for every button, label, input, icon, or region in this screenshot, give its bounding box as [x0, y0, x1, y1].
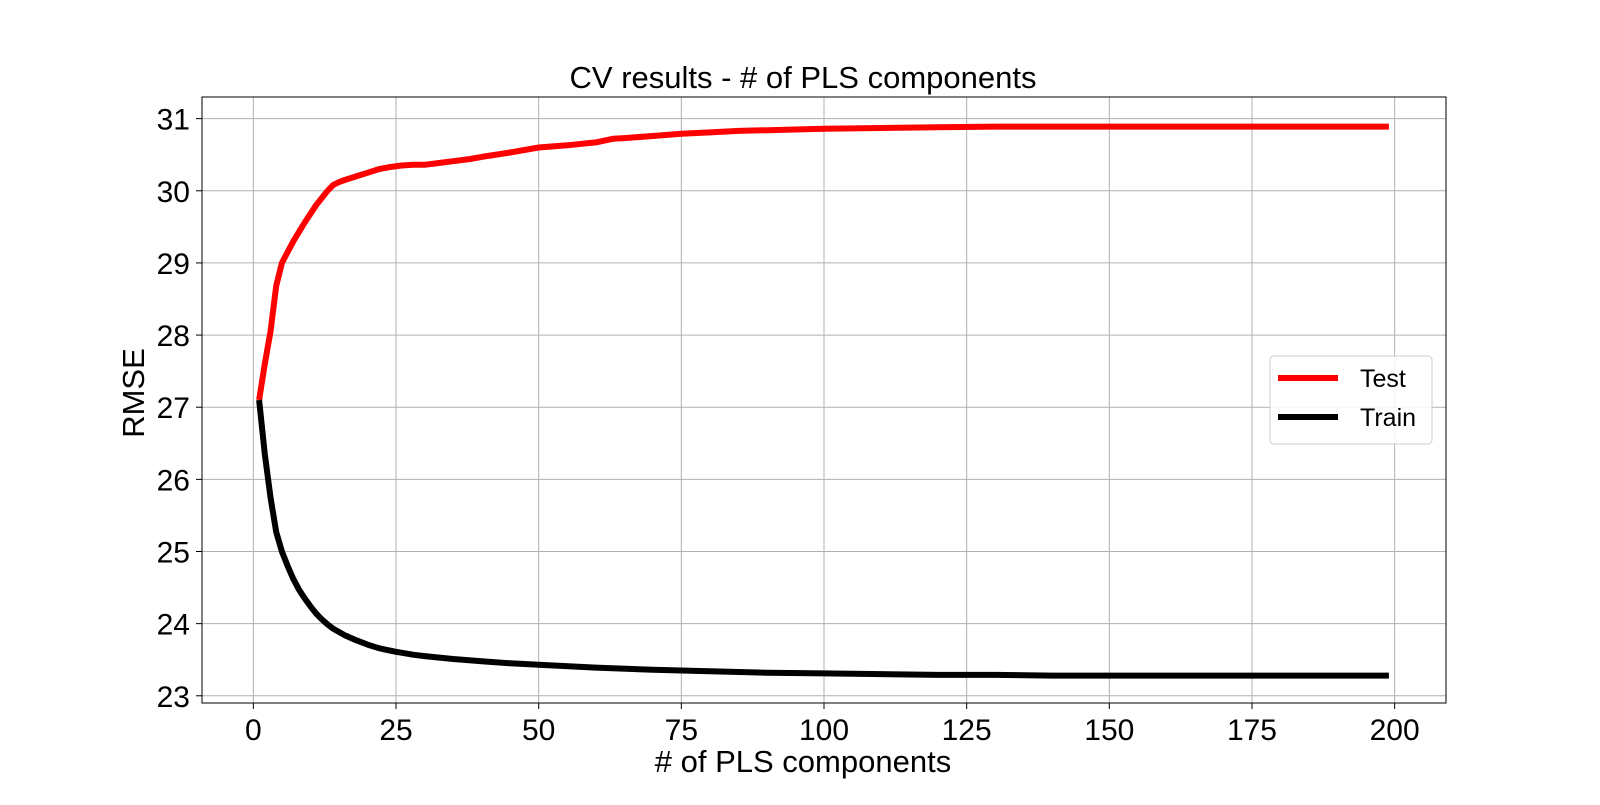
- y-tick-label: 25: [157, 537, 190, 570]
- y-tick-label: 29: [157, 248, 190, 281]
- x-axis-label: # of PLS components: [655, 744, 951, 779]
- y-tick-label: 27: [157, 392, 190, 425]
- y-tick-label: 26: [157, 464, 190, 497]
- x-tick-label: 75: [665, 714, 698, 747]
- grid: [202, 97, 1446, 703]
- y-tick-label: 24: [157, 609, 190, 642]
- series-lines: [256, 123, 1389, 679]
- x-tick-label: 0: [245, 714, 262, 747]
- x-tick-label: 100: [799, 714, 849, 747]
- series-line-train: [256, 399, 1389, 679]
- legend-label-train: Train: [1360, 404, 1416, 432]
- y-tick-label: 31: [157, 104, 190, 137]
- x-tick-label: 200: [1370, 714, 1420, 747]
- x-tick-label: 125: [942, 714, 992, 747]
- y-tick-label: 28: [157, 320, 190, 353]
- chart-title: CV results - # of PLS components: [570, 60, 1037, 95]
- y-tick-label: 30: [157, 176, 190, 209]
- x-tick-label: 25: [379, 714, 412, 747]
- legend: Test Train: [1269, 355, 1433, 445]
- x-tick-label: 175: [1227, 714, 1277, 747]
- y-axis-label: RMSE: [116, 348, 151, 438]
- x-tick-label: 50: [522, 714, 555, 747]
- x-tick-label: 150: [1084, 714, 1134, 747]
- series-line-test: [256, 123, 1389, 401]
- y-tick-label: 23: [157, 681, 190, 714]
- axis-ticks: 0 25 50 75 100 125 150 175 200 23 24 25 26 27 28 29 30 31: [157, 104, 1420, 747]
- legend-label-test: Test: [1360, 365, 1406, 393]
